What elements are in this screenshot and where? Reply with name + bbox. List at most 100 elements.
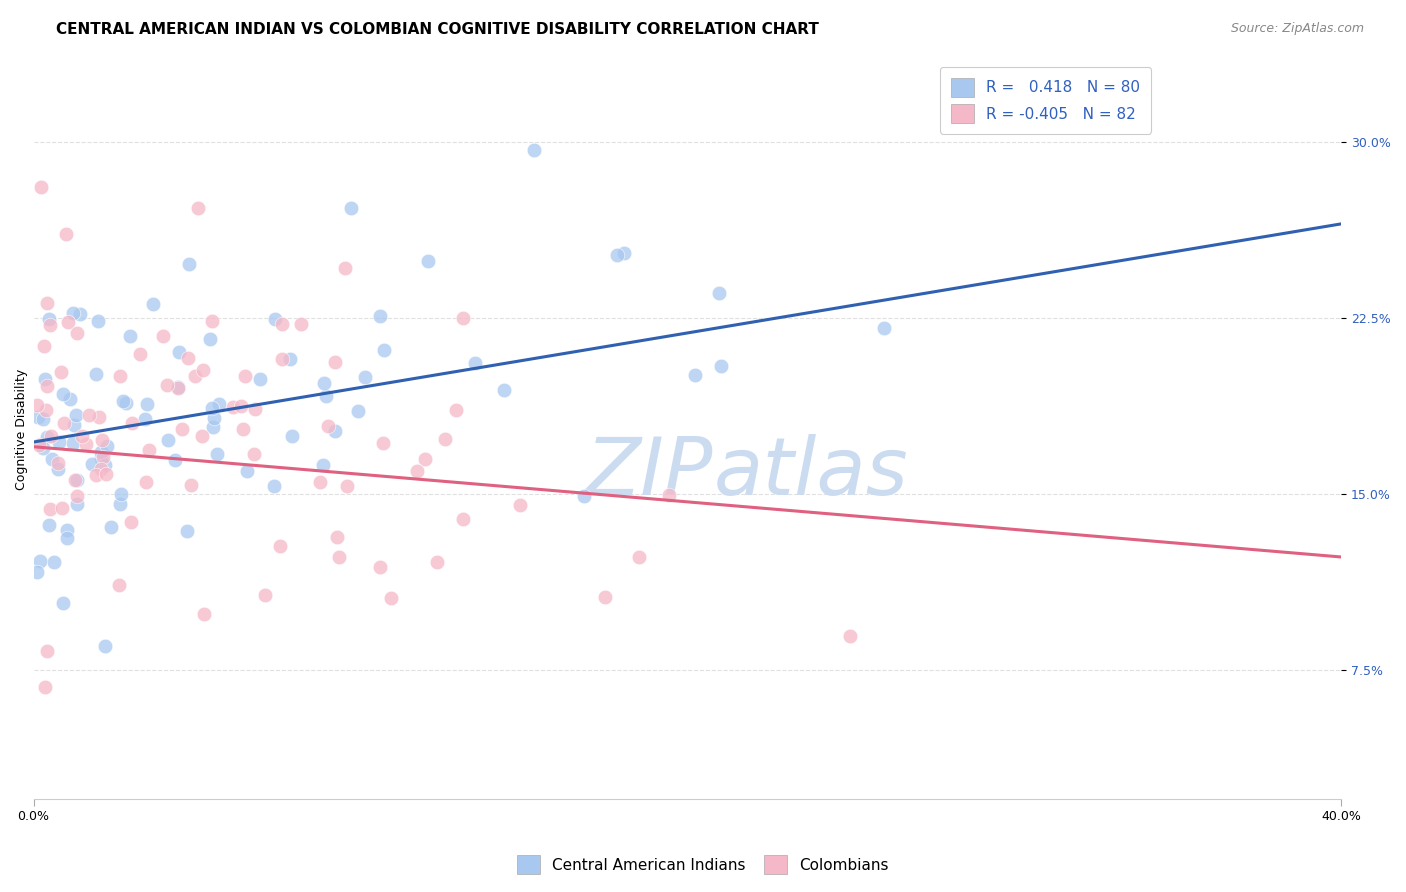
Point: [683, 368, 706, 383]
Point: [264, 312, 287, 326]
Point: [30, 179, 52, 194]
Point: [84, 368, 107, 382]
Point: [494, 383, 516, 397]
Point: [52, 387, 75, 401]
Point: [51, 500, 73, 515]
Point: [312, 458, 335, 473]
Point: [134, 411, 156, 425]
Point: [201, 314, 224, 328]
Point: [380, 591, 402, 606]
Point: [93, 639, 115, 653]
Point: [62, 306, 84, 320]
Point: [41, 452, 63, 467]
Point: [243, 447, 266, 461]
Point: [368, 309, 391, 323]
Point: [229, 399, 252, 413]
Text: Source: ZipAtlas.com: Source: ZipAtlas.com: [1230, 22, 1364, 36]
Point: [25, 398, 48, 412]
Point: [66, 489, 89, 503]
Point: [249, 372, 271, 386]
Point: [176, 524, 198, 538]
Point: [346, 403, 368, 417]
Point: [129, 346, 152, 360]
Point: [156, 378, 179, 392]
Point: [323, 424, 346, 438]
Point: [205, 448, 228, 462]
Point: [193, 607, 215, 622]
Point: [271, 352, 294, 367]
Point: [451, 311, 474, 326]
Point: [326, 530, 349, 544]
Point: [201, 420, 224, 434]
Point: [315, 389, 337, 403]
Point: [232, 421, 254, 435]
Point: [96, 467, 118, 481]
Point: [53, 417, 76, 431]
Point: [221, 400, 243, 414]
Point: [166, 379, 188, 393]
Text: CENTRAL AMERICAN INDIAN VS COLOMBIAN COGNITIVE DISABILITY CORRELATION CHART: CENTRAL AMERICAN INDIAN VS COLOMBIAN COG…: [56, 22, 820, 37]
Point: [121, 417, 143, 431]
Point: [90, 451, 112, 466]
Point: [451, 512, 474, 526]
Point: [523, 144, 546, 158]
Point: [177, 351, 200, 366]
Point: [120, 329, 142, 343]
Point: [34, 372, 56, 386]
Point: [77, 408, 100, 422]
Point: [572, 489, 595, 503]
Point: [628, 550, 651, 565]
Point: [35, 295, 58, 310]
Point: [59, 392, 82, 406]
Point: [69, 307, 91, 321]
Point: [278, 352, 301, 367]
Point: [91, 450, 114, 464]
Point: [180, 477, 202, 491]
Point: [72, 429, 94, 443]
Point: [309, 475, 332, 490]
Point: [52, 596, 75, 610]
Point: [707, 286, 730, 301]
Point: [166, 381, 188, 395]
Point: [120, 516, 142, 530]
Legend: Central American Indians, Colombians: Central American Indians, Colombians: [512, 849, 894, 880]
Point: [509, 498, 531, 512]
Point: [373, 343, 395, 357]
Point: [193, 362, 215, 376]
Point: [254, 588, 277, 602]
Point: [838, 629, 860, 643]
Point: [32, 339, 55, 353]
Point: [444, 402, 467, 417]
Point: [201, 401, 224, 415]
Point: [208, 397, 231, 411]
Point: [39, 429, 62, 443]
Point: [110, 368, 132, 383]
Point: [606, 248, 628, 262]
Point: [281, 429, 304, 443]
Point: [202, 411, 225, 425]
Point: [65, 408, 87, 422]
Point: [316, 419, 339, 434]
Point: [66, 473, 89, 487]
Point: [65, 473, 87, 487]
Point: [271, 317, 294, 331]
Point: [114, 395, 136, 409]
Point: [87, 409, 110, 424]
Point: [37, 644, 59, 658]
Point: [434, 432, 457, 446]
Point: [108, 578, 131, 592]
Y-axis label: Cognitive Disability: Cognitive Disability: [15, 368, 28, 490]
Point: [873, 320, 896, 334]
Point: [66, 497, 89, 511]
Point: [96, 439, 118, 453]
Point: [28, 437, 51, 451]
Point: [406, 465, 429, 479]
Point: [269, 539, 291, 553]
Point: [187, 201, 209, 215]
Point: [39, 502, 62, 516]
Point: [235, 464, 257, 478]
Point: [290, 317, 312, 331]
Point: [82, 457, 104, 471]
Point: [91, 434, 114, 448]
Point: [233, 369, 256, 384]
